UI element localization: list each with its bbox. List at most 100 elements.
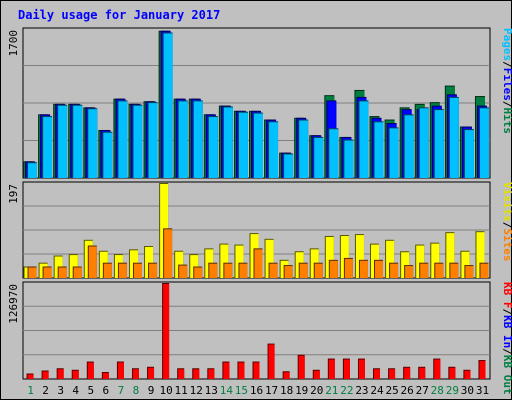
bar-kb-f: [72, 370, 79, 379]
bar-pages: [118, 101, 128, 178]
x-tick-label: 6: [103, 384, 110, 397]
x-tick-label: 11: [175, 384, 188, 397]
x-tick-label: 24: [370, 384, 384, 397]
bar-sites: [103, 263, 112, 278]
bar-pages: [88, 109, 98, 178]
bar-sites: [194, 267, 203, 278]
bar-sites: [420, 263, 429, 278]
x-tick-label: 2: [42, 384, 49, 397]
bar-kb-f: [298, 355, 305, 379]
bar-kb-f: [268, 344, 275, 379]
legend-item: Pages: [501, 28, 512, 61]
bar-sites: [405, 266, 414, 278]
bar-kb-f: [117, 362, 124, 379]
x-tick-label: 28: [431, 384, 444, 397]
y-max-label: 197: [7, 184, 20, 204]
bar-pages: [329, 129, 339, 178]
x-tick-label: 5: [87, 384, 94, 397]
bar-kb-f: [479, 361, 486, 379]
bar-sites: [133, 263, 142, 278]
x-tick-label: 21: [325, 384, 338, 397]
bar-visits: [386, 240, 395, 278]
legend-item: /: [501, 348, 512, 355]
bar-visits: [325, 236, 334, 278]
legend: KB F/KB In/KB Out: [501, 282, 512, 395]
bar-kb-f: [27, 374, 34, 379]
bar-kb-f: [208, 369, 215, 379]
bar-pages: [28, 163, 38, 178]
bar-sites: [118, 263, 127, 278]
legend: Visits/Sites: [501, 182, 512, 262]
x-tick-label: 18: [280, 384, 293, 397]
x-tick-label: 13: [205, 384, 218, 397]
x-tick-label: 8: [133, 384, 140, 397]
bar-visits: [355, 235, 364, 278]
bar-sites: [284, 266, 293, 278]
bar-visits: [265, 239, 274, 278]
bar-sites: [88, 246, 97, 278]
x-tick-label: 29: [446, 384, 459, 397]
bar-pages: [254, 113, 263, 178]
bar-pages: [163, 33, 173, 178]
legend-item: Files: [501, 68, 512, 101]
legend-item: /: [501, 61, 512, 68]
bar-kb-f: [193, 369, 200, 379]
x-tick-label: 17: [265, 384, 278, 397]
bar-pages: [284, 154, 294, 178]
bar-pages: [389, 128, 399, 178]
bar-kb-f: [374, 369, 381, 379]
bar-sites: [390, 263, 399, 278]
bar-visits: [416, 245, 425, 278]
bar-kb-f: [313, 370, 320, 379]
x-tick-label: 15: [235, 384, 248, 397]
bar-pages: [133, 105, 143, 178]
x-tick-label: 26: [401, 384, 414, 397]
x-tick-label: 9: [148, 384, 155, 397]
bar-kb-f: [464, 370, 471, 379]
bar-kb-f: [42, 371, 49, 379]
bar-sites: [58, 267, 67, 278]
bar-sites: [359, 260, 368, 278]
chart-title: Daily usage for January 2017: [18, 8, 220, 22]
legend-item: Hits: [501, 108, 512, 135]
bar-sites: [329, 260, 338, 278]
bar-kb-f: [389, 369, 396, 379]
legend-item: KB F: [501, 282, 512, 309]
bar-kb-f: [87, 362, 94, 379]
y-max-label: 1700: [7, 30, 20, 57]
bar-kb-f: [419, 367, 426, 379]
x-tick-label: 31: [476, 384, 489, 397]
bar-kb-f: [57, 369, 64, 379]
bar-kb-f: [163, 284, 170, 379]
x-tick-label: 3: [57, 384, 64, 397]
x-tick-label: 1: [27, 384, 34, 397]
legend-item: /: [501, 222, 512, 229]
bar-sites: [164, 229, 173, 278]
bar-pages: [299, 120, 309, 178]
x-tick-label: 16: [250, 384, 263, 397]
bar-sites: [435, 263, 444, 278]
bar-kb-f: [404, 367, 411, 379]
bar-sites: [450, 263, 459, 278]
bar-sites: [299, 263, 308, 278]
bar-sites: [43, 267, 52, 278]
bar-sites: [375, 260, 384, 278]
bar-pages: [148, 103, 158, 178]
bar-kb-f: [178, 369, 185, 379]
bar-pages: [178, 101, 188, 178]
bar-pages: [404, 115, 414, 178]
bar-pages: [193, 101, 203, 178]
bar-sites: [73, 267, 82, 278]
bar-sites: [314, 263, 323, 278]
bar-sites: [209, 263, 218, 278]
bar-pages: [419, 108, 429, 178]
bar-pages: [73, 105, 83, 178]
x-tick-label: 25: [385, 384, 398, 397]
bar-pages: [208, 117, 218, 178]
bar-pages: [374, 122, 384, 178]
bar-kb-f: [328, 359, 335, 379]
bar-pages: [464, 130, 474, 178]
bar-sites: [269, 263, 278, 278]
bar-visits: [476, 232, 485, 278]
